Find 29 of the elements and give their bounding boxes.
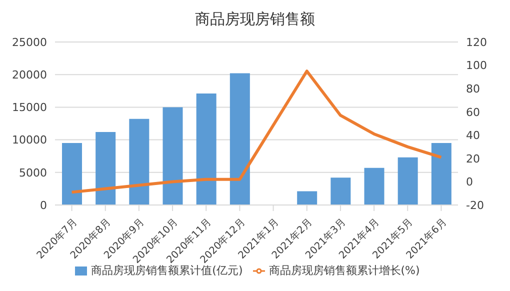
chart-title: 商品房现房销售额 (194, 10, 316, 30)
y-tick-label: 0 (40, 198, 47, 212)
y2-tick-label: 80 (466, 82, 480, 96)
bar (431, 143, 452, 205)
bar (196, 94, 216, 205)
y-tick-label: 10000 (12, 134, 47, 147)
legend-label: 商品房现房销售额累计值(亿元) (91, 264, 243, 277)
bar (162, 107, 183, 205)
bar (62, 143, 82, 205)
bar (96, 132, 116, 205)
y2-tick-label: 100 (466, 59, 487, 72)
legend-label: 商品房现房销售额累计增长(%) (268, 264, 420, 277)
y2-tick-label: 120 (466, 36, 487, 49)
y-tick-label: 5000 (19, 166, 47, 180)
y2-tick-label: 40 (466, 129, 480, 142)
bar (297, 191, 318, 205)
bar (330, 178, 351, 205)
bar (230, 73, 250, 205)
line-series (70, 70, 443, 194)
bar (398, 157, 418, 205)
y2-tick-label: 0 (466, 176, 473, 189)
y-tick-label: 20000 (12, 68, 47, 82)
bar (364, 168, 384, 205)
y2-tick-label: -20 (466, 198, 484, 212)
bar (129, 118, 150, 205)
y2-tick-label: 60 (466, 106, 480, 119)
y2-tick-label: 20 (466, 152, 480, 166)
y-tick-label: 25000 (12, 36, 47, 49)
y-tick-label: 15000 (12, 101, 47, 114)
